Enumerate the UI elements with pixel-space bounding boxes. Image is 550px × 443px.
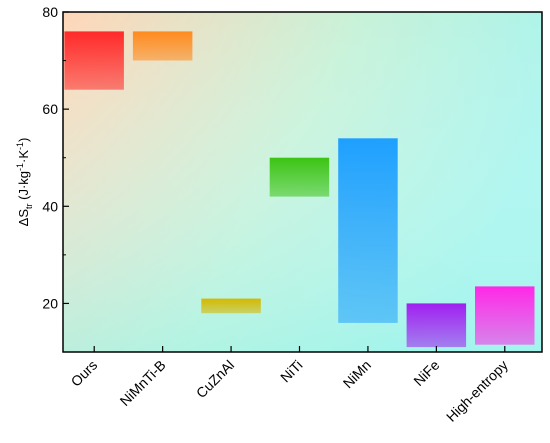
range-bar-nife [406, 303, 467, 348]
range-bar-ours [64, 31, 124, 90]
y-tick-label: 80 [42, 4, 58, 20]
range-bar-nimn [338, 138, 398, 323]
range-bar-cuznal [201, 298, 261, 314]
x-category-label: NiMn [340, 357, 374, 391]
y-axis-title: ΔStr (J·kg-1·K-1) [15, 138, 34, 227]
x-category-label: Ours [68, 357, 101, 390]
y-tick-label: 20 [42, 295, 58, 311]
range-bar-high-entropy [475, 286, 535, 345]
x-category-label: CuZnAl [193, 357, 237, 401]
x-category-label: NiTi [277, 357, 306, 386]
y-tick-label: 60 [42, 101, 58, 117]
range-bar-niti [269, 157, 330, 197]
x-category-label: NiMnTi-B [117, 357, 169, 409]
x-category-label: High-entropy [443, 357, 511, 425]
range-bar-nimnti-b [132, 31, 193, 61]
plot-frame [62, 11, 543, 353]
x-category-label: NiFe [410, 357, 442, 389]
y-tick-label: 40 [42, 198, 58, 214]
